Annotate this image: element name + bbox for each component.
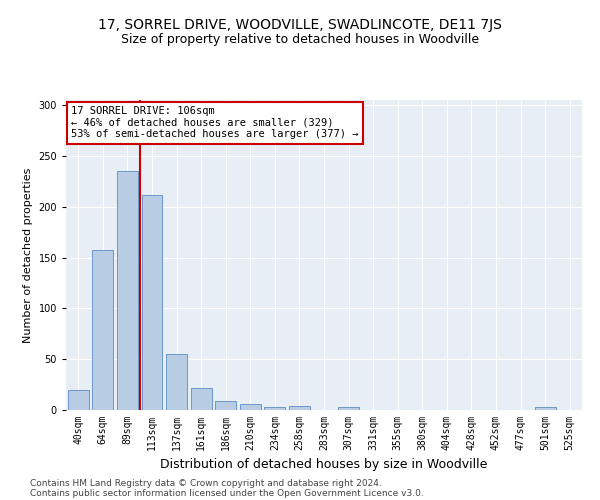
Bar	[265, 407, 286, 410]
Bar	[191, 388, 212, 410]
Text: Contains HM Land Registry data © Crown copyright and database right 2024.: Contains HM Land Registry data © Crown c…	[30, 478, 382, 488]
Bar	[535, 407, 556, 410]
Text: Contains public sector information licensed under the Open Government Licence v3: Contains public sector information licen…	[30, 488, 424, 498]
Bar	[215, 401, 236, 410]
Bar	[68, 390, 89, 410]
Text: Size of property relative to detached houses in Woodville: Size of property relative to detached ho…	[121, 32, 479, 46]
Bar	[142, 194, 163, 410]
Text: 17, SORREL DRIVE, WOODVILLE, SWADLINCOTE, DE11 7JS: 17, SORREL DRIVE, WOODVILLE, SWADLINCOTE…	[98, 18, 502, 32]
Bar	[240, 404, 261, 410]
Text: 17 SORREL DRIVE: 106sqm
← 46% of detached houses are smaller (329)
53% of semi-d: 17 SORREL DRIVE: 106sqm ← 46% of detache…	[71, 106, 359, 140]
Bar	[117, 171, 138, 410]
Bar	[92, 250, 113, 410]
Bar	[289, 406, 310, 410]
X-axis label: Distribution of detached houses by size in Woodville: Distribution of detached houses by size …	[160, 458, 488, 471]
Bar	[338, 407, 359, 410]
Bar	[166, 354, 187, 410]
Y-axis label: Number of detached properties: Number of detached properties	[23, 168, 33, 342]
